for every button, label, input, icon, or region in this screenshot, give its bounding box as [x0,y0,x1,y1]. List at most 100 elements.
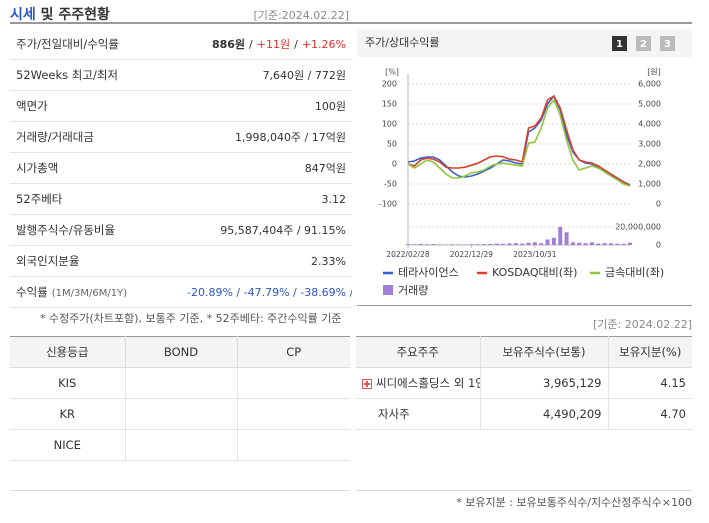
period-button-label: 2 [640,39,647,50]
y-tick-label: 150 [382,100,397,109]
volume-bar [564,232,569,245]
series-line [407,94,631,187]
period-button[interactable] [612,36,627,51]
cell: KIS [10,367,125,399]
label-cell: 외국인지분율 [10,245,181,277]
y2-tick-label: 3,000 [638,140,661,149]
value: 7,640원 / 772원 [262,69,346,82]
label-cell: 주가/전일대비/수익률 [10,29,181,60]
legend-label: 거래량 [398,284,428,297]
label-note: (1M/3M/6M/1Y) [51,288,128,299]
row: 주가/전일대비/수익률 886원 / +11원 / +1.26% [10,29,352,60]
value-cell: 886원 / +11원 / +1.26% [181,29,352,60]
cell: 4,490,209 [479,398,608,430]
volume-bar [551,237,556,245]
cell-text: 자사주 [378,407,410,421]
title-rest: 및 주주현황 [40,7,110,23]
ratings-table: 신용등급 BOND CP KIS KR NICE [10,336,350,461]
volume-bar [406,244,410,245]
value: 1,998,040주 / 17억원 [234,131,346,144]
volume-bar [482,244,487,245]
volume-bar [577,242,582,245]
label: 거래량/거래대금 [16,130,94,144]
volume-bar [494,243,499,245]
volume-bar [469,244,474,245]
label: 52주베타 [16,192,63,206]
value: 2.33% [311,254,346,268]
cell-text: 4.15 [660,376,686,390]
cell: 자사주 [356,398,480,430]
value: -20.89% / -47.79% / -38.69% / -61.31% [187,285,352,299]
period-button-label: 3 [664,39,671,50]
label: 주가/전일대비/수익률 [16,37,119,51]
cell-text: 씨디에스홀딩스 외 1인 [376,376,480,390]
cell: 4.15 [607,367,692,399]
row: 52Weeks 최고/최저 7,640원 / 772원 [10,59,352,91]
y2-tick-label: 6,000 [638,80,661,89]
volume-bar [450,244,455,245]
value: 3.12 [321,192,347,206]
volume-bar [425,244,430,245]
chart: 주가/상대수익률 1 2 3 [%] [원] 200 150 100 50 0 -50 -100 6,00… [365,36,675,297]
volume-bar [602,243,607,245]
volume-bar [444,244,449,245]
label-cell: 시가총액 [10,152,181,184]
period-button[interactable] [636,36,651,51]
volume-bar [628,242,632,245]
label-cell: 발행주식수/유동비율 [10,214,181,246]
volume-bar [418,243,423,245]
chart-panel: 주가/상대수익률 1 2 3 [%] [원] 200 150 100 50 0 -50 -100 6,00… [357,29,692,306]
y2-tick-label: 0 [656,200,661,209]
cell-text: 4,490,209 [542,407,602,421]
value-cell: 2.33% [181,245,352,277]
label-cell: 액면가 [10,90,181,122]
y2-tick-label: 2,000 [638,160,661,169]
legend-label: 테라사이언스 [398,266,459,279]
expand-icon[interactable] [362,378,372,389]
y-tick-label: 50 [387,140,397,149]
right-date: [기준: 2024.02.22] [592,318,692,331]
date: [기준:2024.02.22] [253,9,349,22]
value-part: 886원 [211,38,246,51]
section-title: 시세 및 주주현황 [10,4,110,24]
row: 수익률 (1M/3M/6M/1Y) -20.89% / -47.79% / -38.… [10,276,352,308]
volume-bar [615,243,620,245]
row: 발행주식수/유동비율 95,587,404주 / 91.15% [10,214,352,246]
cell: NICE [10,429,125,461]
y2-tick-label: 1,000 [638,180,661,189]
volume-bar [583,243,588,245]
volume-bar [532,242,537,245]
separator: / [294,38,298,51]
value-cell: -20.89% / -47.79% / -38.69% / -61.31% [181,276,352,308]
volume-bar [596,243,601,245]
y-tick-label: 100 [382,120,397,129]
label-cell: 수익률 (1M/3M/6M/1Y) [10,276,181,308]
cell: KR [10,398,125,430]
row: KIS [10,367,350,399]
value: 95,587,404주 / 91.15% [220,224,346,237]
y-tick-label: -100 [379,200,397,209]
value-cell: 95,587,404주 / 91.15% [181,214,352,246]
volume-bar [621,243,626,245]
volume-tick-label: 0 [656,241,661,250]
summary-table: 주가/전일대비/수익률 886원 / +11원 / +1.26% 52Weeks 최고/최저… [10,29,352,308]
volume-bar [488,243,493,245]
label: 발행주식수/유동비율 [16,223,116,237]
volume-bar [526,242,531,245]
label: 시가총액 [16,161,59,175]
y2-axis-label: [원] [647,68,661,77]
chart-title: 주가/상대수익률 [365,36,440,49]
value-part: +1.26% [301,38,346,51]
cell: 3,965,129 [479,367,608,399]
row: 외국인지분율 2.33% [10,245,352,277]
volume-bar [475,244,480,245]
cell-text: 3,965,129 [542,376,602,390]
period-button[interactable] [660,36,675,51]
volume-bar [507,243,512,245]
row: 52주베타 3.12 [10,183,352,215]
period-button-label: 1 [616,39,623,50]
x-tick-label: 2022/02/28 [386,250,429,259]
series-line [407,94,631,186]
cell-text: 4.70 [660,407,686,421]
value: 100원 [314,100,346,113]
